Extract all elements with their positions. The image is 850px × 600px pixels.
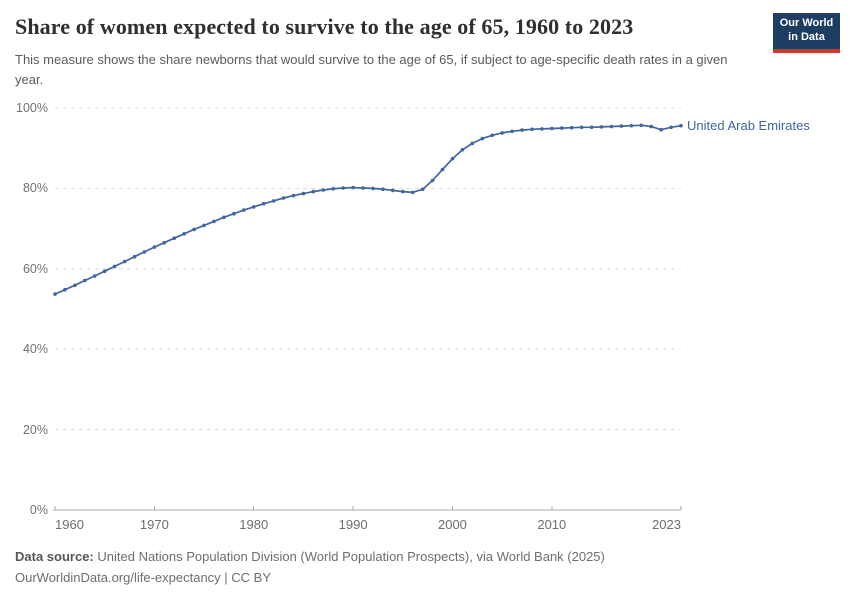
data-source-line: Data source: United Nations Population D… (15, 546, 605, 567)
data-point[interactable] (261, 201, 266, 206)
data-point[interactable] (510, 129, 514, 134)
data-point[interactable] (639, 123, 644, 128)
data-point[interactable] (410, 190, 415, 195)
data-point[interactable] (112, 264, 117, 269)
data-point[interactable] (371, 186, 375, 191)
data-point[interactable] (540, 127, 544, 131)
data-point[interactable] (63, 287, 67, 292)
data-point[interactable] (659, 127, 663, 132)
data-point[interactable] (291, 193, 296, 198)
data-point[interactable] (420, 187, 425, 191)
data-point[interactable] (53, 292, 57, 296)
data-point[interactable] (271, 199, 276, 203)
data-point[interactable] (440, 167, 445, 172)
data-point[interactable] (83, 278, 87, 283)
y-axis-tick-label: 80% (22, 181, 48, 196)
x-axis-tick-label: 1960 (55, 517, 84, 532)
data-point[interactable] (132, 254, 137, 259)
x-axis-tick-label: 2010 (537, 517, 567, 532)
data-point[interactable] (281, 196, 286, 200)
data-point[interactable] (242, 208, 246, 212)
data-point[interactable] (92, 274, 97, 278)
series-label[interactable]: United Arab Emirates (687, 117, 810, 133)
data-point[interactable] (202, 223, 206, 228)
data-point[interactable] (172, 236, 176, 240)
data-point[interactable] (232, 211, 236, 216)
license-line[interactable]: OurWorldinData.org/life-expectancy | CC … (15, 570, 272, 585)
x-axis-tick-label: 2000 (437, 517, 467, 532)
data-point[interactable] (609, 124, 614, 129)
data-point[interactable] (321, 188, 326, 192)
data-point[interactable] (579, 125, 584, 130)
chart-subtitle: This measure shows the share newborns th… (15, 52, 728, 88)
data-point[interactable] (550, 126, 554, 131)
data-line[interactable] (54, 124, 682, 295)
data-point[interactable] (530, 127, 534, 132)
data-point[interactable] (251, 205, 256, 209)
x-axis-tick-label: 2023 (652, 517, 681, 532)
data-point[interactable] (629, 123, 634, 128)
data-point[interactable] (122, 259, 127, 264)
data-point[interactable] (331, 187, 336, 191)
data-point[interactable] (301, 191, 306, 196)
data-point[interactable] (500, 131, 504, 135)
data-point[interactable] (460, 148, 465, 152)
data-point[interactable] (391, 188, 395, 193)
data-point[interactable] (619, 124, 624, 128)
data-point[interactable] (361, 186, 365, 190)
data-point[interactable] (152, 245, 157, 249)
data-point[interactable] (73, 283, 77, 288)
data-point[interactable] (560, 126, 564, 130)
data-point[interactable] (599, 125, 604, 129)
chart-footer: Data source: United Nations Population D… (15, 546, 605, 588)
y-axis-tick-label: 0% (29, 503, 48, 517)
data-source-label: Data source: (15, 549, 94, 564)
y-axis-tick-label: 100% (16, 101, 48, 115)
data-point[interactable] (311, 189, 316, 194)
owid-logo[interactable]: Our World in Data (773, 13, 840, 53)
data-point[interactable] (490, 133, 495, 138)
y-axis-tick-label: 60% (22, 261, 48, 276)
data-point[interactable] (430, 178, 435, 183)
data-point[interactable] (102, 269, 107, 274)
data-point[interactable] (341, 186, 346, 190)
data-point[interactable] (480, 136, 485, 141)
data-point[interactable] (520, 128, 524, 132)
x-axis-tick-label: 1980 (239, 517, 269, 532)
x-axis-tick-label: 1970 (139, 517, 169, 532)
data-point[interactable] (182, 232, 186, 236)
data-point[interactable] (192, 227, 196, 232)
data-point[interactable] (212, 219, 216, 224)
x-axis-tick-label: 1990 (338, 517, 368, 532)
owid-logo-line2: in Data (788, 31, 825, 43)
data-point[interactable] (679, 123, 683, 128)
data-point[interactable] (669, 125, 673, 130)
owid-logo-line1: Our World (779, 17, 834, 30)
data-point[interactable] (470, 141, 475, 146)
data-point[interactable] (162, 240, 167, 245)
data-point[interactable] (401, 189, 405, 194)
y-axis-tick-label: 40% (22, 342, 48, 357)
data-point[interactable] (450, 156, 455, 161)
data-point[interactable] (649, 124, 653, 129)
data-point[interactable] (569, 125, 574, 130)
data-point[interactable] (222, 215, 226, 220)
y-axis-tick-label: 20% (22, 422, 48, 437)
chart-title: Share of women expected to survive to th… (15, 14, 634, 39)
data-source-text: United Nations Population Division (Worl… (97, 549, 605, 564)
data-point[interactable] (142, 250, 147, 254)
data-point[interactable] (589, 125, 594, 130)
data-point[interactable] (381, 187, 385, 191)
data-point[interactable] (351, 185, 355, 190)
